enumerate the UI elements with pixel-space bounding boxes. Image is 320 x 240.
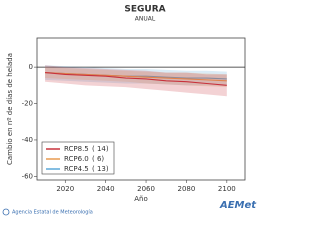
x-axis-label: Año bbox=[134, 195, 148, 203]
agency-icon bbox=[2, 208, 10, 216]
y-tick-label: 0 bbox=[29, 63, 33, 71]
logo: AEMet bbox=[219, 200, 257, 211]
x-tick-label: 2020 bbox=[56, 185, 74, 193]
chart-subtitle: ANUAL bbox=[135, 16, 156, 23]
y-tick-label: -40 bbox=[22, 136, 33, 144]
legend-label: RCP4.5 bbox=[64, 165, 89, 173]
legend-count: ( 6) bbox=[92, 155, 104, 163]
y-tick-label: -60 bbox=[22, 172, 33, 180]
y-tick-label: -20 bbox=[22, 100, 33, 108]
series-line bbox=[45, 72, 227, 86]
y-axis-label: Cambio en nº de días de helada bbox=[6, 53, 14, 165]
legend-label: RCP6.0 bbox=[64, 155, 89, 163]
page: {"chart_data": {"type": "line", "title":… bbox=[2, 4, 258, 216]
x-tick-label: 2060 bbox=[137, 185, 155, 193]
x-tick-label: 2080 bbox=[178, 185, 196, 193]
chart: SEGURA ANUAL Año Cambio en nº de días de… bbox=[2, 5, 257, 216]
legend-label: RCP8.5 bbox=[64, 145, 89, 153]
x-tick-label: 2100 bbox=[218, 185, 236, 193]
agency-name: Agencia Estatal de Meteorología bbox=[12, 209, 93, 216]
plot-frame bbox=[36, 37, 246, 181]
legend-count: ( 13) bbox=[92, 165, 109, 173]
range-band bbox=[45, 65, 227, 97]
chart-title: SEGURA bbox=[124, 5, 165, 15]
x-tick-label: 2040 bbox=[97, 185, 115, 193]
legend-count: ( 14) bbox=[92, 145, 109, 153]
series-line bbox=[45, 72, 227, 82]
